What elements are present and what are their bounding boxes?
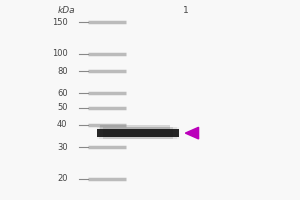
Bar	[103, 127, 173, 139]
Text: 150: 150	[52, 18, 68, 27]
Text: 80: 80	[57, 67, 68, 76]
Text: 1: 1	[182, 6, 188, 15]
Text: 50: 50	[57, 103, 68, 112]
Text: 40: 40	[57, 120, 68, 129]
Bar	[97, 129, 179, 137]
Bar	[100, 125, 170, 129]
Text: 20: 20	[57, 174, 68, 183]
Text: 30: 30	[57, 143, 68, 152]
Text: 60: 60	[57, 89, 68, 98]
Polygon shape	[185, 127, 199, 139]
Text: kDa: kDa	[57, 6, 75, 15]
Text: 100: 100	[52, 49, 68, 58]
Bar	[97, 127, 179, 139]
Bar	[99, 127, 177, 139]
